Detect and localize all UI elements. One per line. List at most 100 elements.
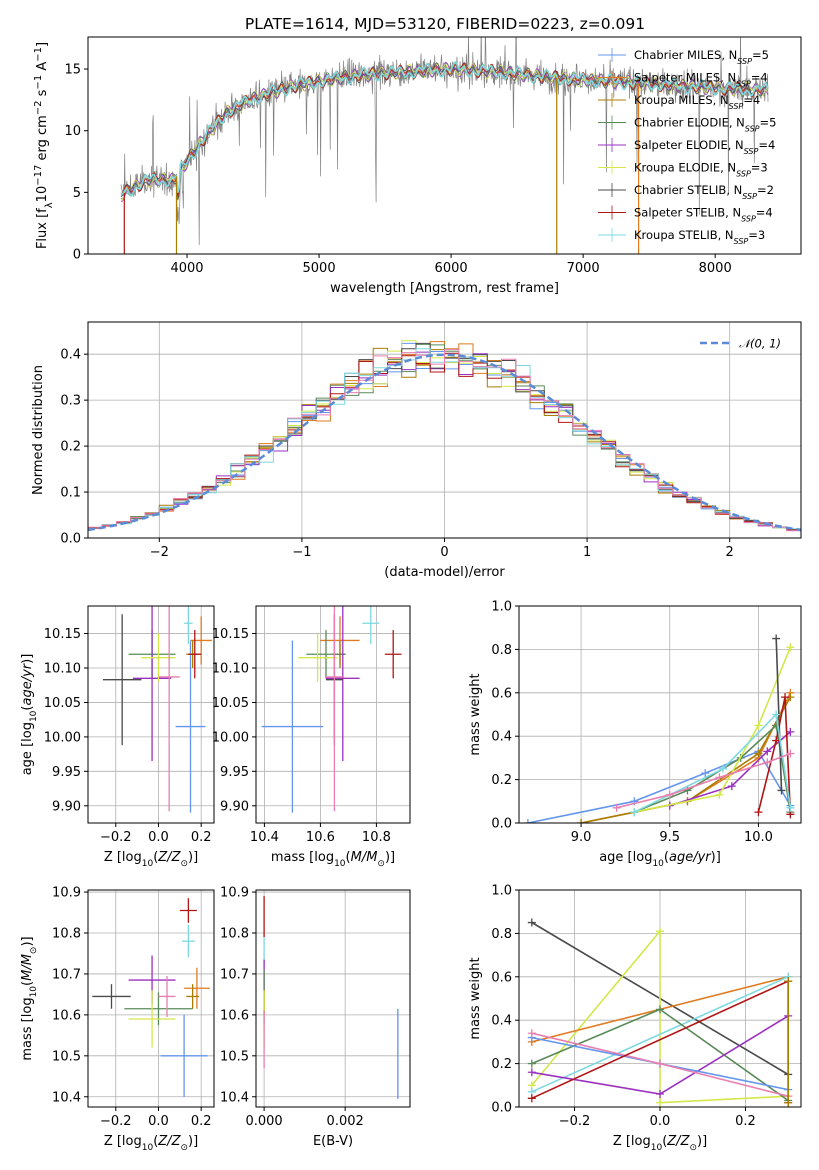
legend-entry-label: Kroupa ELODIE, NSSP=3 [634,161,768,179]
data-point-errorbar [326,606,343,812]
legend-text-part: Salpeter ELODIE, N [634,138,744,152]
weight-point-marker [715,773,724,782]
y-tick-label: 0.4 [491,730,512,745]
weight-point-marker [784,977,793,986]
weight-series-line [634,646,792,813]
x-axis-label: wavelength [Angstrom, rest frame] [330,281,559,296]
model-spectrum-line [120,63,769,202]
y-tick-label: 10.00 [212,730,249,745]
y-tick-label: 0.8 [491,643,512,658]
y-axis-label: mass weight [468,673,483,755]
y-tick-label: 9.95 [52,765,81,780]
y-tick-label: 10.15 [44,627,81,642]
weight-point-marker [786,727,795,736]
y-tick-label: 0.3 [60,394,81,409]
y-tick-label: 10.8 [220,926,249,941]
legend-text-part: Kroupa ELODIE, N [634,161,736,175]
normal-reference-curve [88,353,801,532]
y-tick-label: 10.7 [220,967,249,982]
y-axis-label-part: −1 [33,75,44,90]
data-point-errorbar [188,630,202,679]
weight-point-marker [754,808,763,817]
y-tick-label: 10.6 [52,1008,81,1023]
legend-text-part: Salpeter MILES, N [634,71,736,85]
age-vs-metallicity-panel: −0.2 0.0 0.2 9.90 9.95 10.00 10.05 10.10 10.15 Z … [20,605,215,869]
legend-text-part: Chabrier STELIB, N [634,183,742,197]
legend-text-part: SSP [744,147,759,156]
y-tick-label: 10 [64,124,81,139]
legend-text-part: =4 [743,93,760,107]
axis-label-part: Z [log [104,850,142,865]
x-tick-label: 10.8 [362,830,391,845]
x-tick-label: 0.2 [735,1114,756,1129]
x-tick-label: 0.002 [327,1114,364,1129]
x-tick-label: −1 [292,545,311,560]
x-tick-label: 0.0 [148,1114,169,1129]
y-axis-label: Flux [fλ10−17 erg cm−2 s−1 A−1] [33,42,55,249]
axis-label-part: mass [log [20,997,35,1060]
data-point-errorbar [362,606,380,644]
weight-series-line [669,731,791,807]
x-tick-label: 0.0 [148,830,169,845]
legend-text-part: =5 [760,116,777,130]
x-axis-label: age [log10(age/yr)] [599,850,721,869]
axis-label-part: age/yr [20,662,35,705]
y-tick-label: 10.10 [44,662,81,677]
age-vs-mass-panel: 10.4 10.6 10.8 9.90 9.95 10.00 10.05 10.10 10.15… [212,605,411,869]
x-tick-label: 5000 [303,261,336,276]
legend-entry-label: Salpeter STELIB, NSSP=4 [634,206,773,224]
weight-point-marker [656,1059,664,1068]
y-axis-label-part: A [35,62,50,75]
y-tick-label: 0.0 [491,1101,512,1116]
y-axis-label-part: −17 [33,165,44,186]
axes-frame [255,605,411,824]
spectrum-plot-area [120,37,769,254]
weight-point-marker [630,808,639,817]
y-tick-label: 0.0 [60,532,81,547]
y-tick-label: 10.15 [212,627,249,642]
legend-text-part: =3 [748,228,765,242]
x-tick-label: −2 [150,545,169,560]
legend-text-part: SSP [745,124,760,133]
y-tick-label: 10.4 [220,1090,249,1105]
y-tick-label: 10.9 [52,886,81,901]
y-axis-label-part: erg cm [35,115,50,164]
x-axis-label: (data-model)/error [384,565,505,580]
mass-vs-metallicity-panel: −0.2 0.0 0.2 10.4 10.5 10.6 10.7 10.8 10.9 Z [log… [20,886,215,1153]
y-tick-label: 10.5 [220,1049,249,1064]
legend-text-part: =3 [751,161,768,175]
axis-label-part: ( [153,850,158,865]
x-tick-label: 10.4 [250,830,279,845]
spectrum-panel: 4000 5000 6000 7000 8000 0 5 10 15 wavelength [An… [33,36,802,296]
y-tick-label: 0.6 [491,970,512,985]
legend-text-part: Salpeter STELIB, N [634,206,741,220]
axis-label-part: age/yr [669,850,712,865]
y-tick-label: 1.0 [491,600,512,615]
legend-text-part: SSP [742,192,757,201]
y-axis-label-part: −2 [33,100,44,115]
y-tick-label: 9.95 [220,765,249,780]
weight-plot-area [523,634,795,823]
data-point-errorbar [306,630,346,679]
weight-point-marker [784,1098,793,1107]
legend-text-part: SSP [736,79,751,88]
axis-label-part: )] [711,850,721,865]
y-axis-label-part: ] [35,42,50,47]
legend-text-part: Chabrier MILES, N [634,48,737,62]
weight-point-marker [781,693,790,702]
weight-point-marker [754,749,763,758]
axes-frame [255,889,411,1108]
data-point-errorbar [132,606,172,761]
legend-text-part: Kroupa MILES, N [634,93,729,107]
y-axis-label: age [log10(age/yr)] [20,654,39,776]
data-point-errorbar [184,967,210,1009]
axes-frame [87,889,215,1108]
x-axis-label: E(B-V) [313,1134,353,1149]
y-tick-label: 0.2 [491,1057,512,1072]
y-axis-label: mass [log10(M/M⊙)] [20,936,39,1060]
data-point-errorbar [160,1014,208,1097]
axis-label-part: 10 [142,1143,154,1153]
x-tick-label: 6000 [435,261,468,276]
y-tick-label: 10.5 [52,1049,81,1064]
axes-frame [87,36,802,255]
